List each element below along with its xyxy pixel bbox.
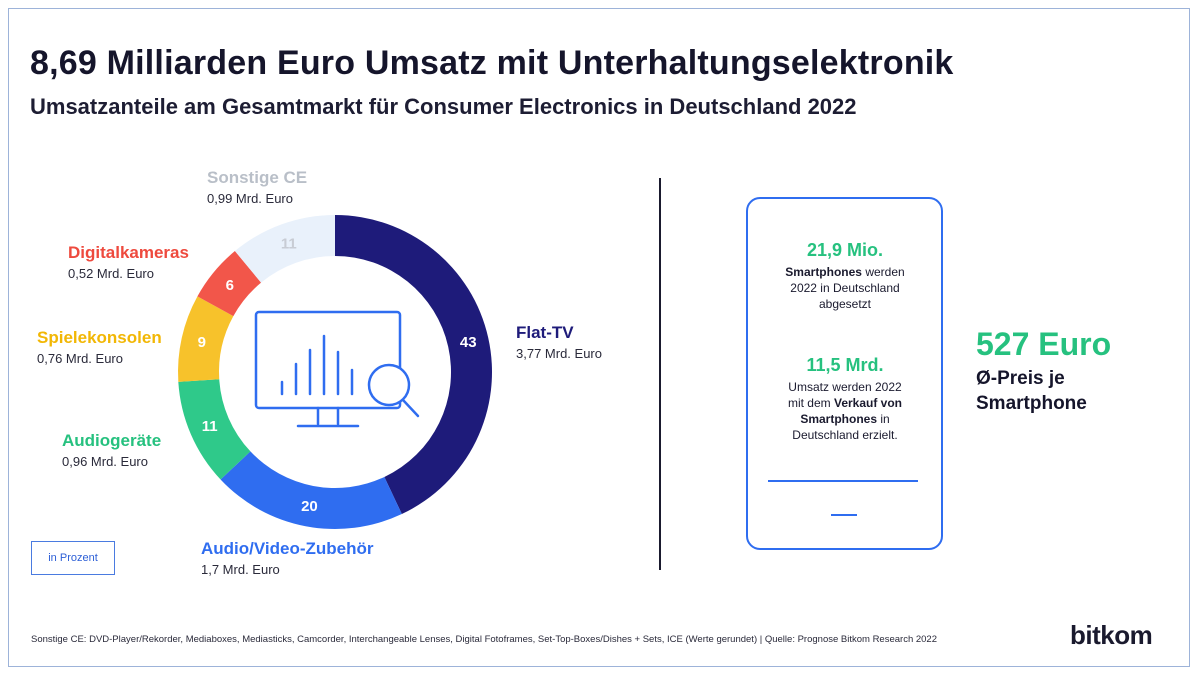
label-other-ce-name: Sonstige CE (207, 168, 308, 187)
average-price-label: Ø-Preis je Smartphone (976, 368, 1087, 414)
label-game-consoles-value: 0,76 Mrd. Euro (37, 351, 123, 366)
smartphone-outline (746, 197, 943, 550)
donut-slice-4 (197, 251, 262, 317)
bitkom-logo: bitkom (1070, 620, 1153, 650)
stat-smartphones-sold-value: 21,9 Mio. (806, 240, 884, 260)
donut-slice-3 (178, 296, 234, 382)
page-subtitle: Umsatzanteile am Gesamtmarkt für Consume… (30, 94, 857, 119)
page-title: 8,69 Milliarden Euro Umsatz mit Unterhal… (30, 44, 954, 82)
donut-slice-label-0: 43 (460, 334, 477, 351)
label-game-consoles-name: Spielekonsolen (37, 328, 162, 347)
label-other-ce: Sonstige CE 0,99 Mrd. Euro (207, 168, 307, 206)
stat-smartphone-revenue: 11,5 Mrd. Umsatz werden 2022 mit dem Verk… (745, 355, 945, 443)
donut-slice-2 (178, 379, 251, 480)
footnote-source: Sonstige CE: DVD-Player/Rekorder, Mediab… (31, 634, 938, 645)
label-av-accessories: Audio/Video-Zubehör 1,7 Mrd. Euro (201, 539, 374, 577)
smartphone-home-bar (831, 514, 857, 516)
label-digital-cameras-name: Digitalkameras (68, 243, 189, 262)
donut-slice-label-1: 20 (301, 498, 318, 515)
label-audio-devices: Audiogeräte 0,96 Mrd. Euro (62, 431, 161, 469)
donut-slice-0 (335, 215, 493, 515)
label-av-accessories-name: Audio/Video-Zubehör (201, 539, 374, 558)
stat-smartphone-revenue-text: Umsatz werden 2022 mit dem Verkauf von Sma… (787, 380, 903, 442)
label-digital-cameras: Digitalkameras 0,52 Mrd. Euro (68, 243, 189, 281)
stat-smartphone-revenue-value: 11,5 Mrd. (806, 355, 884, 375)
label-digital-cameras-value: 0,52 Mrd. Euro (68, 266, 154, 281)
donut-slice-label-4: 6 (226, 277, 234, 294)
donut-slice-label-2: 11 (202, 418, 218, 435)
average-price-value: 527 Euro (976, 326, 1112, 362)
label-game-consoles: Spielekonsolen 0,76 Mrd. Euro (37, 328, 162, 366)
infographic-frame (8, 8, 1190, 667)
label-audio-devices-value: 0,96 Mrd. Euro (62, 454, 148, 469)
donut-slice-5 (234, 215, 335, 283)
smartphone-screen-line (768, 480, 918, 482)
donut-slice-label-3: 9 (198, 334, 206, 351)
label-audio-devices-name: Audiogeräte (62, 431, 162, 450)
monitor-chart-magnifier-icon (254, 310, 420, 428)
unit-legend: in Prozent (31, 541, 115, 575)
donut-slice-1 (220, 451, 402, 529)
label-other-ce-value: 0,99 Mrd. Euro (207, 191, 293, 206)
stat-smartphones-sold: 21,9 Mio. Smartphones werden 2022 in Deut… (745, 240, 945, 312)
stat-smartphones-sold-text: Smartphones werden 2022 in Deutschland abg… (785, 265, 905, 311)
label-flat-tv: Flat-TV 3,77 Mrd. Euro (516, 323, 602, 361)
donut-slice-label-5: 11 (281, 236, 297, 253)
section-divider (659, 178, 661, 570)
label-av-accessories-value: 1,7 Mrd. Euro (201, 562, 280, 577)
label-flat-tv-name: Flat-TV (516, 323, 574, 342)
label-flat-tv-value: 3,77 Mrd. Euro (516, 346, 602, 361)
